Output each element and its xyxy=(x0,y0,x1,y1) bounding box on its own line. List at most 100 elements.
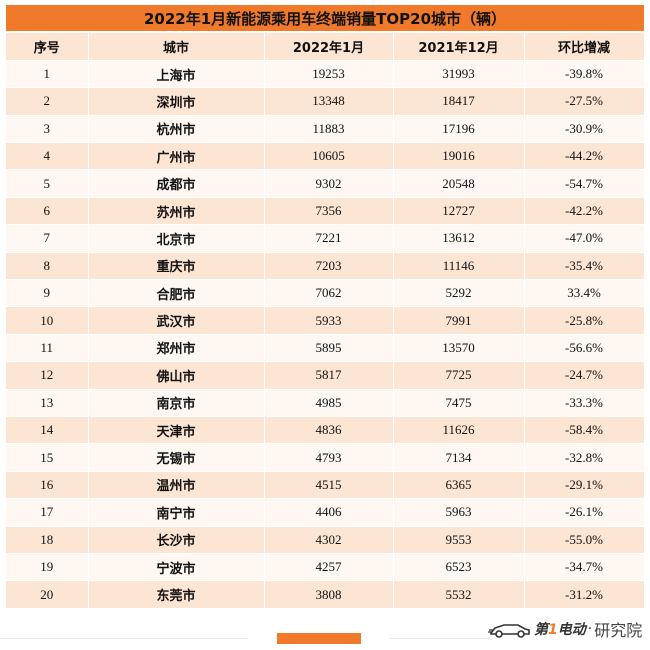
header-rank: 序号 xyxy=(6,33,89,61)
cell-dec2021: 31993 xyxy=(393,60,525,89)
cell-rank: 14 xyxy=(6,416,89,445)
table-row: 9 合肥市 7062 5292 33.4% xyxy=(6,279,645,308)
table-row: 3 杭州市 11883 17196 -30.9% xyxy=(6,115,645,144)
cell-mom-change: -42.2% xyxy=(524,197,645,226)
cell-dec2021: 5292 xyxy=(393,279,525,308)
cell-city: 重庆市 xyxy=(88,252,265,281)
cell-mom-change: -27.5% xyxy=(524,87,645,116)
watermark-logo: 第1电动 · 研究院 xyxy=(488,614,648,644)
cell-rank: 3 xyxy=(6,115,89,144)
table-row: 8 重庆市 7203 11146 -35.4% xyxy=(6,252,645,281)
cell-dec2021: 9553 xyxy=(393,526,525,554)
cell-mom-change: -55.0% xyxy=(524,526,645,554)
cell-rank: 10 xyxy=(6,306,89,335)
cell-city: 无锡市 xyxy=(88,443,265,472)
cell-city: 武汉市 xyxy=(88,306,265,335)
cell-dec2021: 18417 xyxy=(393,87,525,116)
cell-dec2021: 19016 xyxy=(393,142,525,171)
cell-jan2022: 4793 xyxy=(264,443,394,472)
cell-rank: 4 xyxy=(6,142,89,171)
table-row: 13 南京市 4985 7475 -33.3% xyxy=(6,389,645,417)
watermark-brand-one: 1 xyxy=(548,622,558,638)
table-row: 17 南宁市 4406 5963 -26.1% xyxy=(6,498,645,527)
cell-rank: 19 xyxy=(6,553,89,582)
cell-dec2021: 5963 xyxy=(393,498,525,527)
cell-dec2021: 11626 xyxy=(393,416,525,445)
header-city: 城市 xyxy=(88,33,265,61)
cell-mom-change: -31.2% xyxy=(524,580,645,609)
table-row: 16 温州市 4515 6365 -29.1% xyxy=(6,471,645,500)
table-row: 19 宁波市 4257 6523 -34.7% xyxy=(6,553,645,582)
cell-city: 广州市 xyxy=(88,142,265,171)
cell-city: 佛山市 xyxy=(88,361,265,390)
cell-mom-change: -39.8% xyxy=(524,60,645,89)
cell-jan2022: 9302 xyxy=(264,169,394,198)
cell-city: 南京市 xyxy=(88,389,265,417)
table-row: 10 武汉市 5933 7991 -25.8% xyxy=(6,306,645,335)
cell-dec2021: 7991 xyxy=(393,306,525,335)
cell-jan2022: 5817 xyxy=(264,361,394,390)
footer-divider-left xyxy=(0,638,248,639)
table-row: 20 东莞市 3808 5532 -31.2% xyxy=(6,580,645,609)
cell-dec2021: 7134 xyxy=(393,443,525,472)
cell-rank: 13 xyxy=(6,389,89,417)
cell-dec2021: 11146 xyxy=(393,252,525,281)
cell-city: 郑州市 xyxy=(88,334,265,363)
cell-dec2021: 7725 xyxy=(393,361,525,390)
cell-jan2022: 4302 xyxy=(264,526,394,554)
table-title: 2022年1月新能源乘用车终端销量TOP20城市（辆） xyxy=(6,5,644,31)
cell-dec2021: 13612 xyxy=(393,224,525,253)
table-body: 1 上海市 19253 31993 -39.8% 2 深圳市 13348 18417 -27.5%… xyxy=(6,60,645,609)
car-icon xyxy=(488,624,530,638)
cell-jan2022: 7221 xyxy=(264,224,394,253)
cell-city: 上海市 xyxy=(88,60,265,89)
cell-jan2022: 7356 xyxy=(264,197,394,226)
cell-jan2022: 5933 xyxy=(264,306,394,335)
cell-city: 天津市 xyxy=(88,416,265,445)
cell-jan2022: 19253 xyxy=(264,60,394,89)
cell-jan2022: 13348 xyxy=(264,87,394,116)
cell-mom-change: -54.7% xyxy=(524,169,645,198)
cell-mom-change: 33.4% xyxy=(524,279,645,308)
header-jan2022: 2022年1月 xyxy=(264,33,394,61)
cell-city: 苏州市 xyxy=(88,197,265,226)
cell-dec2021: 6523 xyxy=(393,553,525,582)
cell-city: 杭州市 xyxy=(88,115,265,144)
cell-dec2021: 6365 xyxy=(393,471,525,500)
cell-dec2021: 12727 xyxy=(393,197,525,226)
table-row: 18 长沙市 4302 9553 -55.0% xyxy=(6,526,645,554)
watermark-separator: · xyxy=(587,621,593,637)
cell-mom-change: -56.6% xyxy=(524,334,645,363)
watermark-brand-suffix: 电动 xyxy=(557,622,586,638)
cell-jan2022: 4406 xyxy=(264,498,394,527)
cell-rank: 5 xyxy=(6,169,89,198)
cell-mom-change: -44.2% xyxy=(524,142,645,171)
cell-rank: 1 xyxy=(6,60,89,89)
cell-jan2022: 5895 xyxy=(264,334,394,363)
cell-jan2022: 4257 xyxy=(264,553,394,582)
cell-rank: 9 xyxy=(6,279,89,308)
header-mom-change: 环比增减 xyxy=(524,33,645,61)
footer-divider-right xyxy=(390,638,490,639)
cell-dec2021: 17196 xyxy=(393,115,525,144)
cell-mom-change: -26.1% xyxy=(524,498,645,527)
table-row: 2 深圳市 13348 18417 -27.5% xyxy=(6,87,645,116)
cell-mom-change: -35.4% xyxy=(524,252,645,281)
footer-accent-bar xyxy=(277,633,361,644)
cell-mom-change: -32.8% xyxy=(524,443,645,472)
cell-mom-change: -29.1% xyxy=(524,471,645,500)
cell-jan2022: 4515 xyxy=(264,471,394,500)
table-row: 14 天津市 4836 11626 -58.4% xyxy=(6,416,645,445)
cell-mom-change: -33.3% xyxy=(524,389,645,417)
cell-city: 东莞市 xyxy=(88,580,265,609)
cell-rank: 2 xyxy=(6,87,89,116)
header-dec2021: 2021年12月 xyxy=(393,33,525,61)
table-row: 12 佛山市 5817 7725 -24.7% xyxy=(6,361,645,390)
cell-city: 长沙市 xyxy=(88,526,265,554)
cell-mom-change: -47.0% xyxy=(524,224,645,253)
cell-mom-change: -58.4% xyxy=(524,416,645,445)
cell-rank: 20 xyxy=(6,580,89,609)
cell-mom-change: -30.9% xyxy=(524,115,645,144)
cell-dec2021: 5532 xyxy=(393,580,525,609)
cell-mom-change: -24.7% xyxy=(524,361,645,390)
